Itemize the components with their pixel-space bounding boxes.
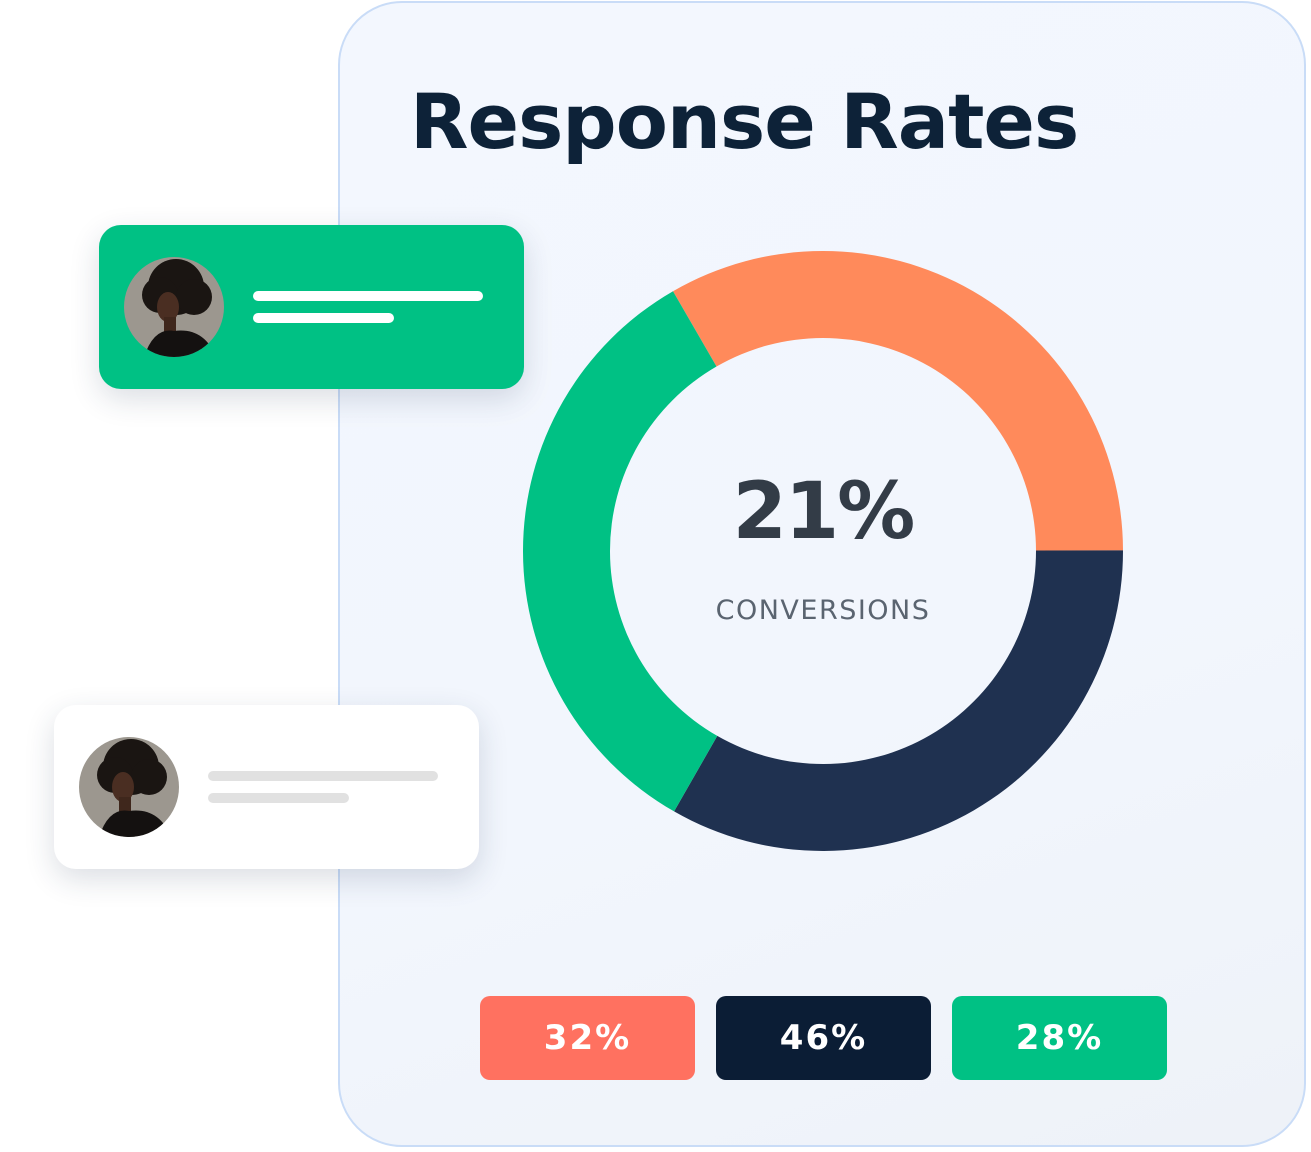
avatar-icon [124,257,224,357]
card-text-line [253,313,394,323]
stat-badge-2: 46% [716,996,931,1080]
stat-badge-3: 28% [952,996,1167,1080]
donut-chart [523,251,1123,851]
donut-segment-3 [523,291,718,812]
card-text-line [208,793,349,803]
donut-center-value: 21% [732,467,916,557]
stat-badge-1: 32% [480,996,695,1080]
profile-card[interactable] [54,705,479,869]
donut-center-label: CONVERSIONS [715,595,931,626]
card-text-line [253,291,483,301]
donut-segment-1 [673,251,1123,551]
avatar-icon [79,737,179,837]
donut-segment-2 [674,550,1123,851]
card-text-line [208,771,438,781]
response-rates-panel [338,1,1306,1147]
profile-card-highlighted[interactable] [99,225,524,389]
page-title: Response Rates [410,77,1079,166]
